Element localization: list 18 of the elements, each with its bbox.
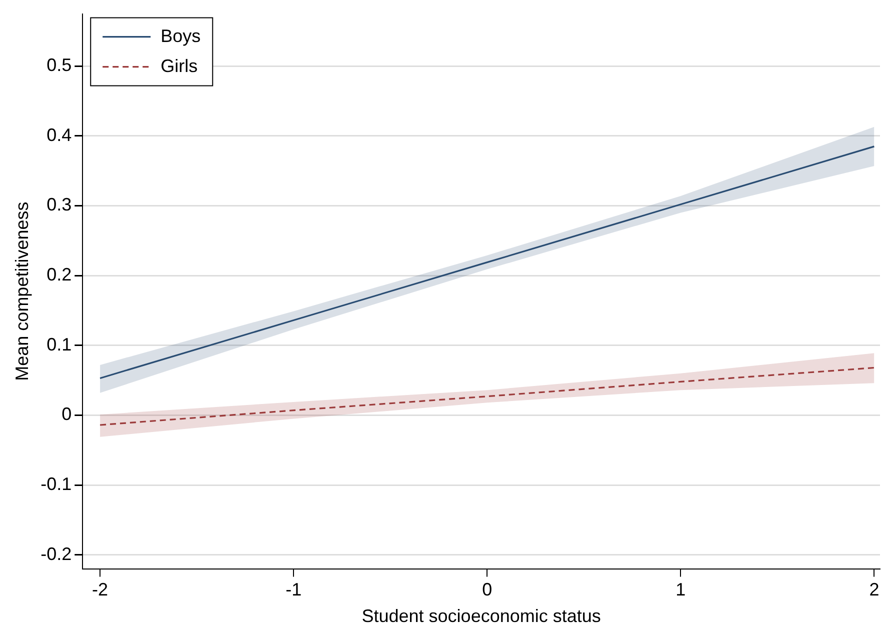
x-tick-label: -1 [286, 580, 302, 600]
y-axis-title: Mean competitiveness [12, 202, 32, 381]
y-tick-label: 0.1 [46, 334, 72, 354]
x-tick-label: 2 [869, 580, 880, 600]
legend-label: Girls [160, 56, 198, 76]
y-tick-label: -0.1 [40, 474, 72, 494]
y-tick-label: 0.2 [46, 264, 72, 285]
y-tick-label: 0 [62, 404, 72, 424]
x-tick-label: 0 [482, 580, 492, 600]
x-tick-label: 1 [676, 580, 686, 600]
y-tick-label: 0.4 [46, 124, 72, 145]
x-tick-label: -2 [92, 580, 108, 600]
legend-label: Boys [160, 26, 201, 46]
y-tick-label: -0.2 [40, 544, 72, 564]
y-tick-label: 0.5 [46, 55, 72, 76]
x-axis-title: Student socioeconomic status [362, 606, 601, 626]
y-tick-label: 0.3 [46, 194, 72, 215]
line-series [99, 366, 875, 426]
